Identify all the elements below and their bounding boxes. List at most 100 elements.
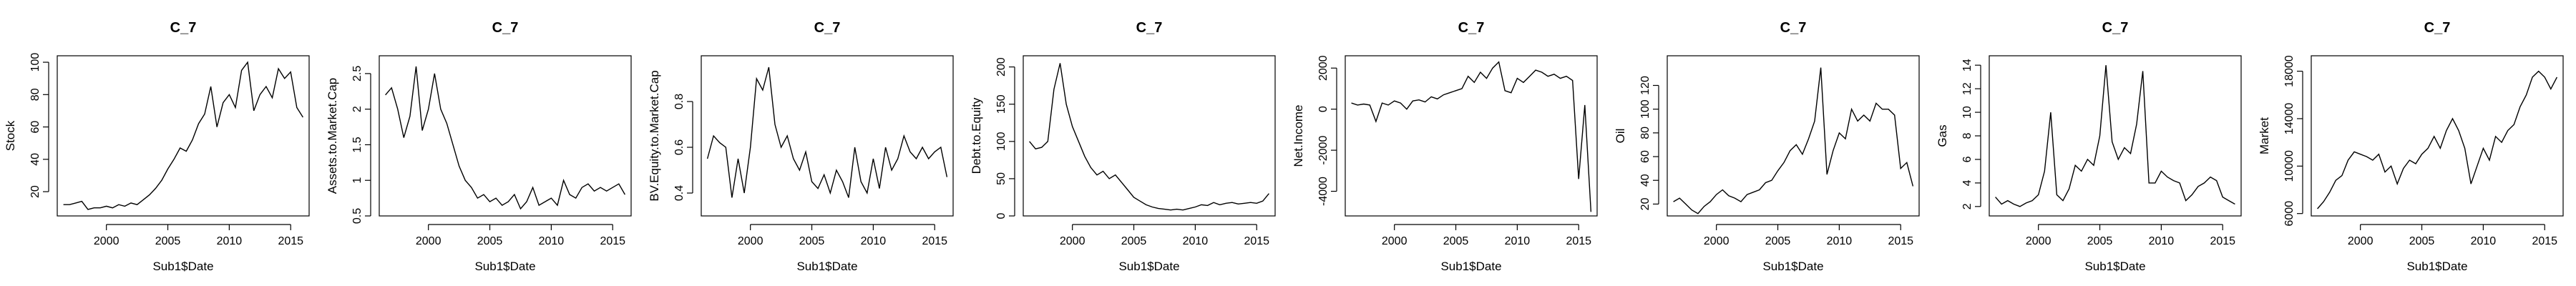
y-axis-label: Oil <box>1614 129 1627 144</box>
chart-panel-1: C_7 2000 2005 2010 2015 20 40 60 80 100 Sub1$Date S… <box>4 20 310 273</box>
x-tick-label: 2000 <box>2348 235 2373 247</box>
x-tick-label: 2000 <box>1704 235 1729 247</box>
y-tick-label: 10000 <box>2283 150 2296 182</box>
chart-title: C_7 <box>2424 20 2451 36</box>
x-tick-label: 2005 <box>477 235 503 247</box>
y-axis-label: Stock <box>4 120 17 151</box>
x-tick-label: 2005 <box>1443 235 1469 247</box>
series-line <box>1029 63 1269 211</box>
plot-frame <box>1667 55 1920 217</box>
x-tick-label: 2010 <box>2149 235 2175 247</box>
x-tick-label: 2015 <box>2210 235 2235 247</box>
y-tick-label: 80 <box>1639 127 1652 139</box>
y-tick-label: 14 <box>1961 59 1974 72</box>
y-tick-label: 0.5 <box>351 208 364 224</box>
x-tick-label: 2010 <box>1183 235 1209 247</box>
x-axis-label: Sub1$Date <box>474 260 535 273</box>
y-tick-label: 0 <box>995 212 1008 219</box>
x-tick-label: 2000 <box>416 235 441 247</box>
x-axis-label: Sub1$Date <box>2406 260 2467 273</box>
chart-panel-7: C_7 2000 2005 2010 2015 2 4 6 8 10 12 14 Sub1$Date Ga… <box>1936 20 2242 273</box>
y-tick-label: 100 <box>995 132 1008 151</box>
y-tick-label: 14000 <box>2283 103 2296 135</box>
y-tick-label: 60 <box>29 121 42 134</box>
y-tick-label: 2.5 <box>351 66 364 82</box>
y-axis-label: Gas <box>1936 124 1949 147</box>
plot-frame <box>57 55 310 217</box>
y-tick-label: 8 <box>1961 132 1974 139</box>
x-axis-label: Sub1$Date <box>796 260 857 273</box>
x-tick-label: 2005 <box>799 235 825 247</box>
x-tick-label: 2000 <box>2026 235 2051 247</box>
y-tick-label: 40 <box>1639 174 1652 187</box>
x-tick-label: 2005 <box>155 235 181 247</box>
chart-panel-3: C_7 2000 2005 2010 2015 0.4 0.6 0.8 Sub1$Date BV.… <box>648 20 954 273</box>
y-tick-label: 0.6 <box>673 139 686 155</box>
y-axis-label: BV.Equity.to.Market.Cap <box>648 70 661 201</box>
y-tick-label: 1 <box>351 177 364 184</box>
series-line <box>706 66 948 198</box>
y-tick-label: -2000 <box>1317 136 1330 165</box>
y-tick-label: 150 <box>995 94 1008 114</box>
y-tick-label: 1.5 <box>351 137 364 152</box>
y-tick-label: 18000 <box>2283 55 2296 87</box>
chart-title: C_7 <box>2102 20 2129 36</box>
chart-panel-2: C_7 2000 2005 2010 2015 0.5 1 1.5 2 2.5 Sub1$Date A… <box>326 20 632 273</box>
chart-title: C_7 <box>1136 20 1163 36</box>
plot-frame <box>1023 55 1276 217</box>
chart-title: C_7 <box>492 20 519 36</box>
y-tick-label: 120 <box>1639 76 1652 95</box>
y-tick-label: 100 <box>29 53 42 72</box>
x-tick-label: 2010 <box>217 235 243 247</box>
x-tick-label: 2000 <box>1060 235 1085 247</box>
series-line <box>385 66 626 210</box>
y-tick-label: 6 <box>1961 156 1974 162</box>
chart-panel-4: C_7 2000 2005 2010 2015 0 50 100 150 200 Sub1$Date… <box>970 20 1276 273</box>
x-tick-label: 2000 <box>738 235 763 247</box>
x-tick-label: 2010 <box>861 235 887 247</box>
x-axis-label: Sub1$Date <box>2084 260 2145 273</box>
y-tick-label: 20 <box>29 185 42 198</box>
x-tick-label: 2005 <box>2087 235 2113 247</box>
x-tick-label: 2015 <box>1888 235 1913 247</box>
x-tick-label: 2000 <box>94 235 119 247</box>
x-tick-label: 2015 <box>2532 235 2557 247</box>
x-tick-label: 2000 <box>1382 235 1407 247</box>
y-tick-label: 10 <box>1961 106 1974 119</box>
y-axis-label: Assets.to.Market.Cap <box>326 78 339 194</box>
plot-frame <box>379 55 632 217</box>
y-tick-label: 0.8 <box>673 94 686 109</box>
y-axis-label: Market <box>2258 117 2271 154</box>
series-line <box>1995 65 2235 207</box>
y-tick-label: 0 <box>1317 106 1330 112</box>
y-tick-label: 200 <box>995 57 1008 77</box>
x-tick-label: 2005 <box>1121 235 1147 247</box>
chart-panel-5: C_7 2000 2005 2010 2015 -4000 -2000 0 2000 Sub1$D… <box>1292 20 1598 273</box>
plot-frame <box>1345 55 1598 217</box>
x-axis-label: Sub1$Date <box>152 260 213 273</box>
y-tick-label: 4 <box>1961 179 1974 186</box>
x-tick-label: 2010 <box>2471 235 2497 247</box>
y-tick-label: 12 <box>1961 82 1974 95</box>
x-tick-label: 2010 <box>539 235 565 247</box>
y-axis-label: Debt.to.Equity <box>970 97 983 174</box>
chart-title: C_7 <box>1458 20 1485 36</box>
x-tick-label: 2015 <box>922 235 947 247</box>
x-axis-label: Sub1$Date <box>1440 260 1501 273</box>
x-tick-label: 2015 <box>278 235 303 247</box>
x-axis-label: Sub1$Date <box>1118 260 1179 273</box>
series-line <box>1351 61 1592 212</box>
chart-title: C_7 <box>814 20 841 36</box>
y-tick-label: 100 <box>1639 99 1652 119</box>
plot-frame <box>1989 55 2242 217</box>
chart-title: C_7 <box>170 20 197 36</box>
x-axis-label: Sub1$Date <box>1762 260 1823 273</box>
y-tick-label: 20 <box>1639 197 1652 210</box>
x-tick-label: 2005 <box>2409 235 2435 247</box>
x-tick-label: 2015 <box>1244 235 1269 247</box>
y-tick-label: 0.4 <box>673 185 686 201</box>
y-tick-label: 50 <box>995 172 1008 185</box>
x-tick-label: 2010 <box>1827 235 1853 247</box>
y-tick-label: 2 <box>1961 203 1974 209</box>
